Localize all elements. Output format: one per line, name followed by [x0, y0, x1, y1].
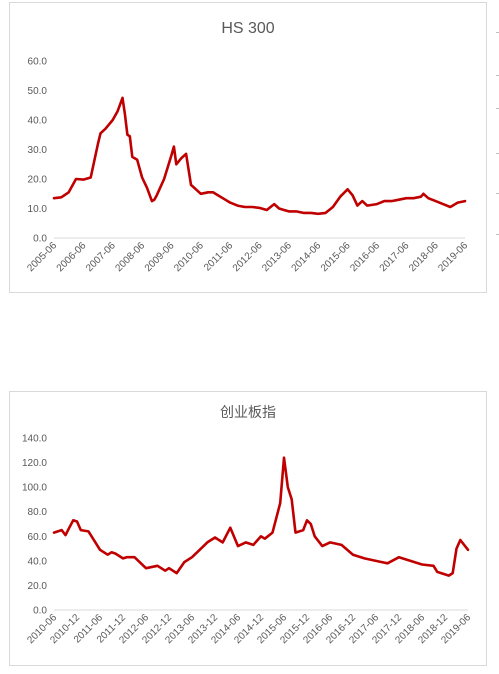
hs300-chart: HS 300 0.0 10.0 20.0 30.0 40.0 50.0 60.0 2005-0…	[9, 2, 487, 293]
x-tick-label: 2015-06	[319, 240, 353, 274]
x-tick-label: 2018-06	[407, 240, 441, 274]
y-tick-label: 10.0	[28, 204, 48, 215]
x-tick-label: 2006-06	[55, 240, 89, 274]
x-tick-label: 2017-06	[378, 240, 412, 274]
y-tick-label: 0.0	[33, 606, 47, 617]
y-tick-label: 20.0	[28, 175, 48, 186]
chart-title: 创业板指	[220, 404, 276, 420]
y-tick-label: 120.0	[22, 458, 47, 469]
y-tick-label: 50.0	[28, 86, 48, 97]
x-tick-label: 2011-06	[202, 240, 236, 274]
x-tick-label: 2007-06	[84, 240, 118, 274]
x-tick-label: 2012-06	[231, 240, 265, 274]
y-tick-label: 20.0	[28, 581, 48, 592]
y-tick-label: 60.0	[28, 57, 48, 68]
y-tick-label: 100.0	[22, 483, 47, 494]
hs300-plot: 0.0 10.0 20.0 30.0 40.0 50.0 60.0 2005-062006-0…	[25, 57, 470, 275]
x-tick-label: 2016-06	[348, 240, 382, 274]
edge-mark	[496, 153, 499, 154]
edge-mark	[496, 193, 499, 194]
edge-mark	[496, 75, 499, 76]
edge-mark	[496, 234, 499, 235]
chart-title: HS 300	[221, 20, 275, 37]
chinext-chart: 创业板指 0.0 20.0 40.0 60.0 80.0 100.0 120.0 140.0 2…	[9, 391, 487, 666]
y-tick-label: 30.0	[28, 145, 48, 156]
x-tick-label: 2005-06	[25, 240, 59, 274]
chinext-plot: 0.020.040.060.080.0100.0120.0140.02010-0…	[22, 434, 473, 647]
y-tick-label: 40.0	[28, 116, 48, 127]
y-tick-label: 140.0	[22, 434, 47, 445]
x-tick-label: 2010-06	[172, 240, 206, 274]
edge-mark	[496, 108, 499, 109]
series-line	[52, 96, 467, 216]
y-tick-label: 40.0	[28, 556, 48, 567]
x-tick-label: 2008-06	[113, 240, 147, 274]
x-tick-label: 2019-06	[436, 240, 470, 274]
y-tick-label: 80.0	[28, 507, 48, 518]
y-tick-label: 0.0	[33, 234, 47, 245]
series-line	[52, 456, 470, 577]
x-tick-label: 2009-06	[143, 240, 177, 274]
x-tick-label: 2014-06	[290, 240, 324, 274]
x-tick-label: 2013-06	[260, 240, 294, 274]
y-tick-label: 60.0	[28, 532, 48, 543]
edge-mark	[496, 32, 499, 33]
